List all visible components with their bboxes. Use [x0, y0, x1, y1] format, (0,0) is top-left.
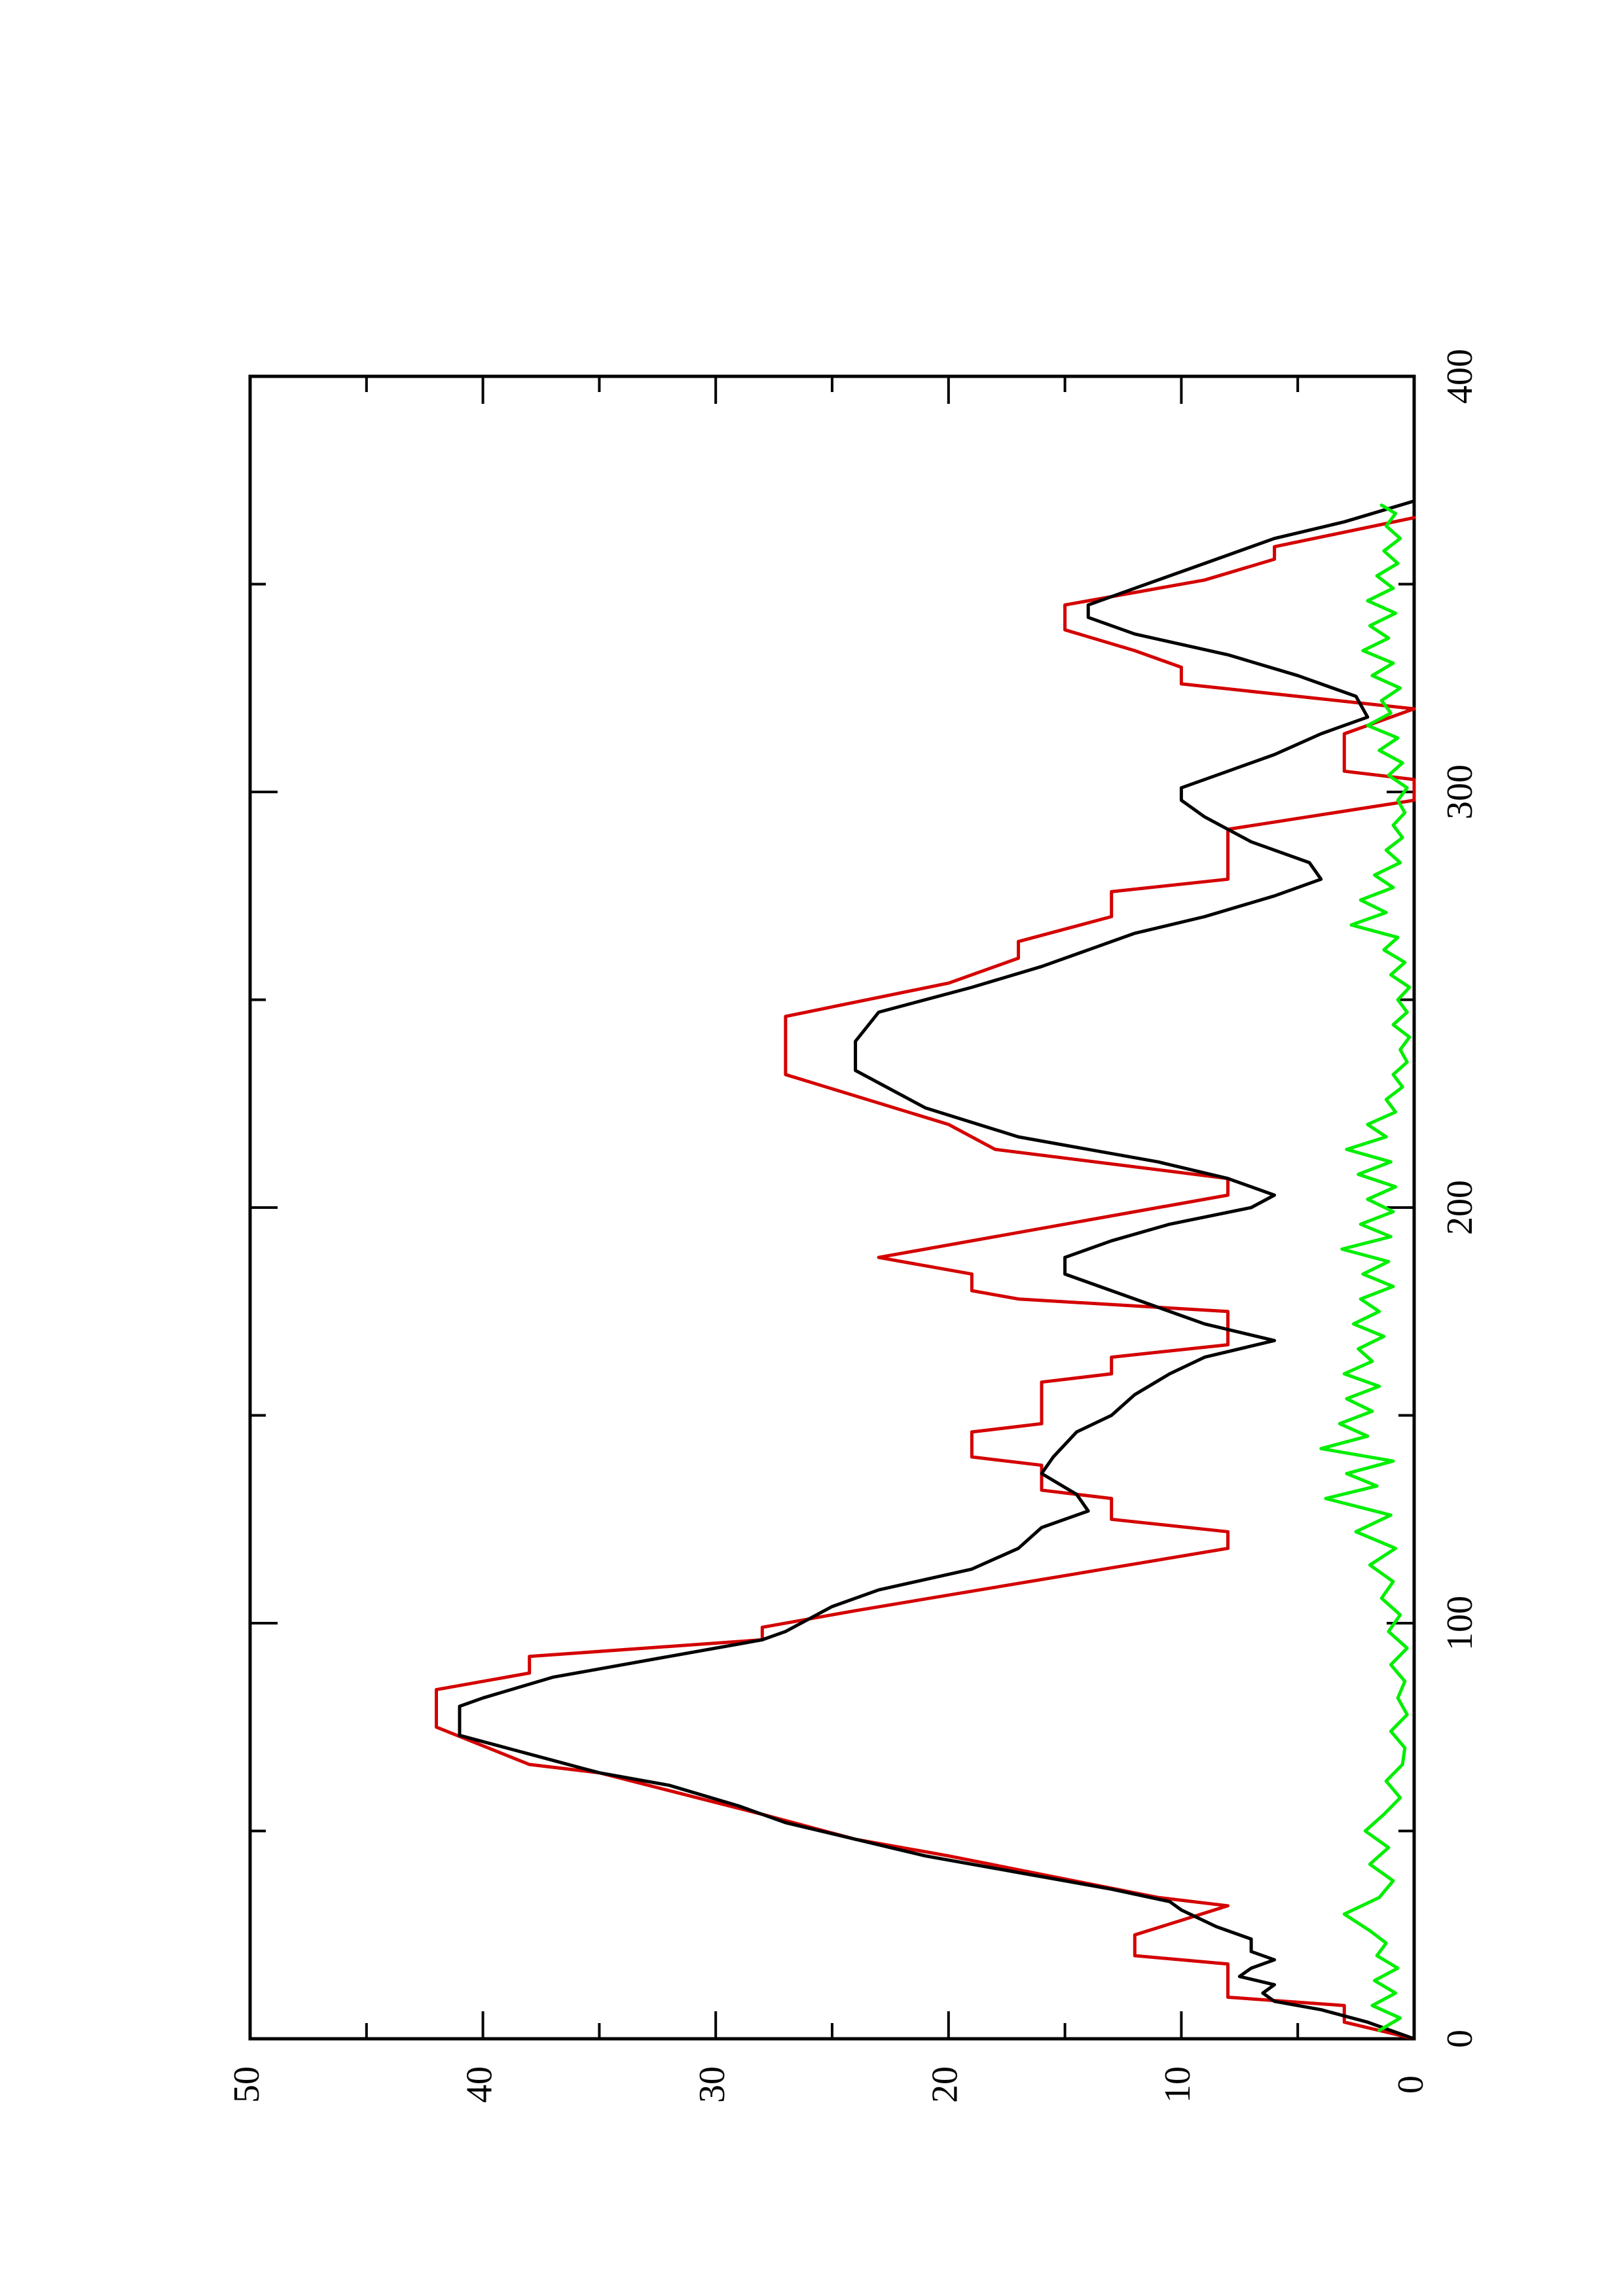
- x-tick-label: 400: [1440, 349, 1480, 404]
- series-line-1: [435, 516, 1416, 2041]
- y-tick-label: 10: [1158, 2066, 1198, 2103]
- x-tick-label: 0: [1440, 2030, 1480, 2048]
- series-line-3: [1319, 503, 1412, 2032]
- y-tick-label: 0: [1391, 2075, 1431, 2094]
- y-tick-label: 50: [227, 2066, 267, 2103]
- series-line-2: [458, 499, 1416, 2041]
- y-tick-label: 30: [692, 2066, 733, 2103]
- plot-frame: [248, 374, 1416, 2041]
- axis-ticks: [249, 375, 1415, 2040]
- y-tick-label: 40: [459, 2066, 500, 2103]
- y-tick-label: 20: [925, 2066, 966, 2103]
- x-tick-label: 300: [1440, 764, 1480, 819]
- x-tick-label: 200: [1440, 1180, 1480, 1235]
- series-layer: [435, 499, 1416, 2041]
- tick-labels: 0 100 200 300 400 0 10 20 30 40 50: [227, 349, 1480, 2103]
- x-tick-label: 100: [1440, 1596, 1480, 1651]
